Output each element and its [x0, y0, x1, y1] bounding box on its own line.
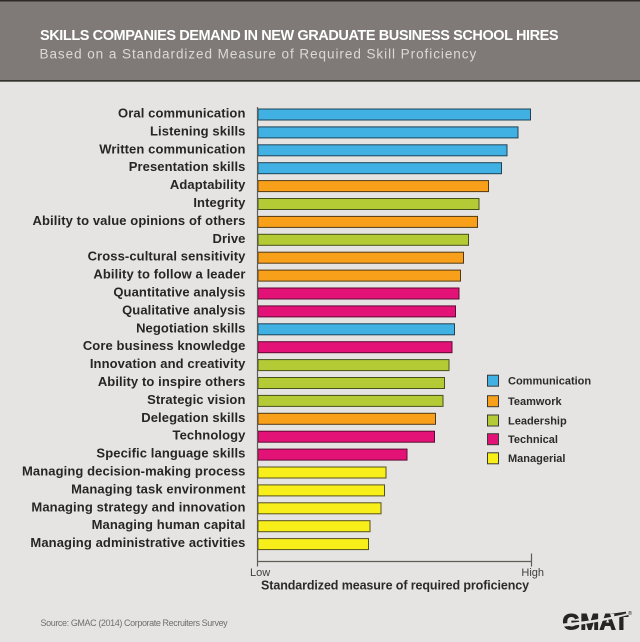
svg-text:SKILLS COMPANIES DEMAND IN NEW: SKILLS COMPANIES DEMAND IN NEW GRADUATE …	[40, 28, 559, 44]
svg-text:Ability to inspire others: Ability to inspire others	[98, 374, 246, 389]
svg-text:Listening skills: Listening skills	[150, 123, 246, 138]
svg-text:Managing administrative activi: Managing administrative activities	[30, 535, 245, 550]
svg-text:Low: Low	[250, 567, 270, 579]
svg-text:Managing decision-making proce: Managing decision-making process	[22, 464, 246, 479]
svg-text:Drive: Drive	[212, 231, 245, 246]
svg-text:Core business knowledge: Core business knowledge	[83, 338, 246, 353]
svg-text:Adaptability: Adaptability	[170, 177, 246, 192]
svg-text:Managing strategy and innovati: Managing strategy and innovation	[31, 499, 245, 514]
svg-text:Cross-cultural sensitivity: Cross-cultural sensitivity	[88, 249, 247, 264]
svg-text:Source: GMAC (2014) Corporate: Source: GMAC (2014) Corporate Recruiters…	[41, 618, 229, 628]
svg-text:Teamwork: Teamwork	[508, 396, 562, 408]
svg-text:Written communication: Written communication	[99, 141, 245, 156]
svg-text:Standardized measure of requir: Standardized measure of required profici…	[261, 579, 529, 593]
svg-text:Communication: Communication	[508, 376, 591, 388]
svg-text:Managing human capital: Managing human capital	[92, 517, 246, 532]
svg-text:Integrity: Integrity	[193, 195, 246, 210]
svg-text:Quantitative analysis: Quantitative analysis	[113, 285, 245, 300]
svg-text:Specific language skills: Specific language skills	[96, 446, 245, 461]
svg-text:Negotiation skills: Negotiation skills	[136, 320, 245, 335]
svg-text:Based on a Standardized Measur: Based on a Standardized Measure of Requi…	[40, 47, 478, 62]
svg-text:Ability to value opinions of o: Ability to value opinions of others	[33, 213, 246, 228]
svg-text:Innovation and creativity: Innovation and creativity	[90, 356, 246, 371]
svg-text:Managing task environment: Managing task environment	[71, 481, 246, 496]
svg-text:Technology: Technology	[173, 428, 247, 443]
svg-text:Presentation skills: Presentation skills	[129, 159, 246, 174]
svg-text:Oral communication: Oral communication	[118, 106, 246, 121]
svg-text:®: ®	[628, 610, 632, 617]
svg-text:Delegation skills: Delegation skills	[141, 410, 245, 425]
svg-text:Ability to follow a leader: Ability to follow a leader	[93, 267, 245, 282]
svg-text:Managerial: Managerial	[508, 453, 565, 465]
svg-text:Leadership: Leadership	[508, 415, 567, 427]
svg-text:Strategic vision: Strategic vision	[147, 392, 245, 407]
svg-text:Qualitative analysis: Qualitative analysis	[122, 302, 245, 317]
svg-text:High: High	[521, 567, 544, 579]
svg-text:Technical: Technical	[508, 434, 558, 446]
